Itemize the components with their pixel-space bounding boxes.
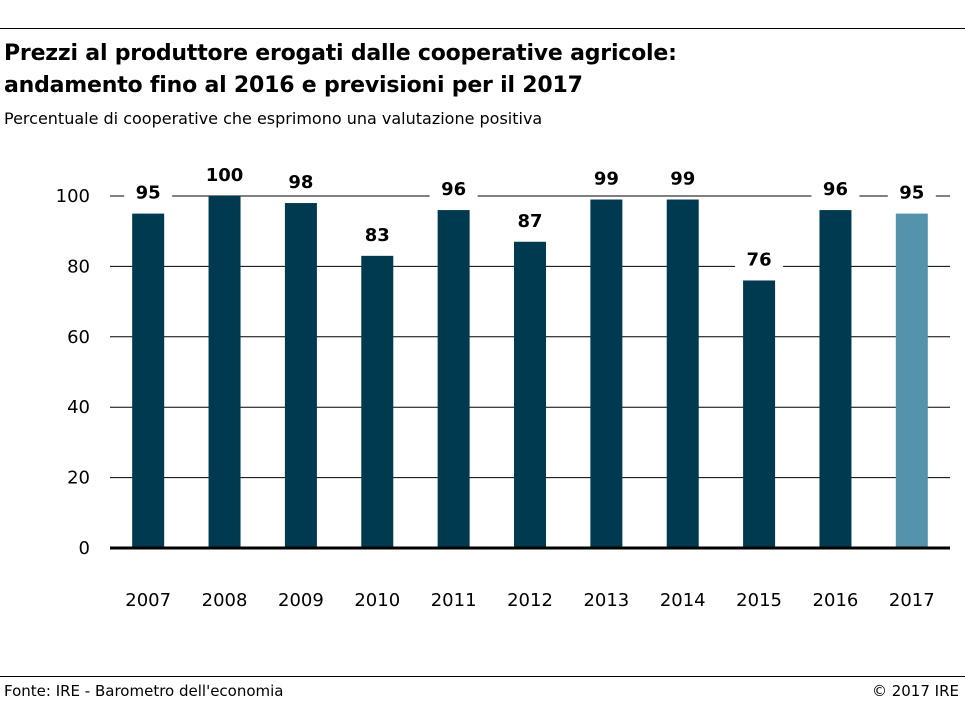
data-label: 99	[670, 169, 695, 190]
x-tick-label: 2009	[278, 590, 324, 611]
title-line-1: Prezzi al produttore erogati dalle coope…	[4, 41, 677, 66]
data-label-bg	[353, 221, 402, 248]
y-axis-ticks: 0 20 40 60 80 100	[56, 186, 90, 559]
data-label-bg	[658, 165, 707, 192]
x-tick-label: 2012	[507, 590, 553, 611]
data-label: 100	[206, 165, 244, 186]
data-label-bg	[582, 165, 631, 192]
data-label: 98	[288, 172, 313, 193]
x-axis-ticks: 2007 2008 2009 2010 2011 2012 2013 2014 2015 2016…	[125, 590, 934, 611]
data-label-bg	[506, 207, 554, 234]
chart-subtitle: Percentuale di cooperative che esprimono…	[4, 109, 543, 128]
y-tick-label: 100	[56, 186, 90, 207]
x-tick-label: 2017	[889, 590, 935, 611]
data-label: 96	[441, 179, 466, 200]
bar-2011	[437, 210, 470, 548]
y-tick-label: 40	[67, 397, 90, 418]
x-tick-label: 2011	[431, 590, 477, 611]
bar-2017	[895, 213, 928, 548]
data-label-bg	[811, 176, 860, 203]
data-label: 99	[594, 169, 619, 190]
bar-2016	[819, 210, 852, 548]
bar-2014	[666, 199, 699, 548]
x-tick-label: 2016	[813, 590, 859, 611]
bar-2010	[361, 255, 394, 548]
data-label: 87	[517, 211, 542, 232]
data-label-bg	[200, 162, 249, 188]
x-tick-label: 2010	[354, 590, 400, 611]
data-label-bg	[735, 246, 784, 273]
copyright-note: © 2017 IRE	[871, 682, 959, 700]
data-label-bg	[429, 176, 478, 203]
data-label-bg	[276, 169, 325, 196]
data-label-bg	[124, 179, 173, 206]
bar-2015	[743, 280, 776, 548]
y-tick-label: 60	[67, 327, 90, 348]
y-tick-label: 0	[79, 538, 90, 559]
bars	[132, 196, 928, 549]
data-label-bg	[887, 179, 936, 206]
data-label: 83	[365, 225, 390, 246]
data-label: 76	[747, 249, 772, 270]
top-rule	[0, 28, 965, 29]
bar-2007	[132, 213, 165, 548]
source-note: Fonte: IRE - Barometro dell'economia	[4, 682, 284, 700]
chart-title: Prezzi al produttore erogati dalle coope…	[4, 38, 677, 102]
x-tick-label: 2014	[660, 590, 706, 611]
data-labels: 95 100 98 83 96 87 99 99 76 96 95	[124, 162, 936, 273]
x-tick-label: 2007	[125, 590, 171, 611]
bottom-rule	[0, 676, 965, 677]
x-tick-label: 2008	[202, 590, 248, 611]
data-label: 95	[136, 183, 161, 204]
title-line-2: andamento fino al 2016 e previsioni per …	[4, 73, 583, 98]
x-tick-label: 2015	[736, 590, 782, 611]
x-tick-label: 2013	[583, 590, 629, 611]
y-tick-label: 80	[67, 256, 90, 277]
bar-2008	[208, 196, 241, 548]
bar-2012	[514, 241, 546, 548]
bar-2013	[590, 199, 623, 548]
data-label: 96	[823, 179, 848, 200]
bar-2009	[284, 203, 317, 549]
data-label: 95	[899, 183, 924, 204]
y-tick-label: 20	[67, 468, 90, 489]
